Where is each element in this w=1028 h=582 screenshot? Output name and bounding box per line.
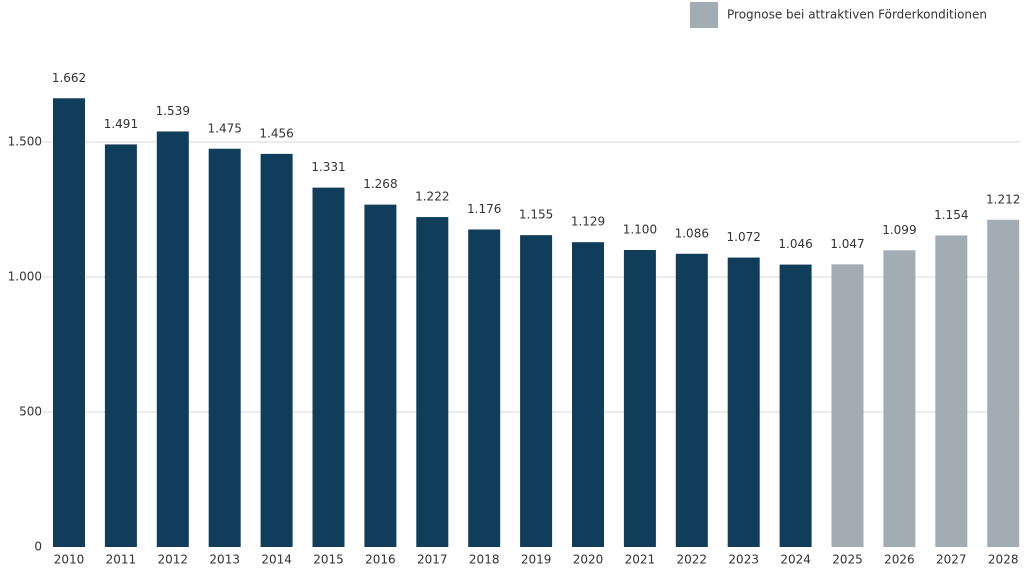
x-tick-label: 2026: [884, 553, 915, 567]
y-tick-label: 1.000: [8, 270, 42, 284]
value-label: 1.268: [363, 177, 397, 191]
value-label: 1.047: [830, 237, 864, 251]
y-tick-label: 1.500: [8, 135, 42, 149]
x-tick-label: 2022: [677, 553, 708, 567]
x-tick-label: 2016: [365, 553, 396, 567]
bar: [572, 242, 604, 548]
x-tick-label: 2018: [469, 553, 500, 567]
x-tick-label: 2021: [625, 553, 656, 567]
x-tick-label: 2028: [988, 553, 1019, 567]
x-tick-label: 2012: [158, 553, 189, 567]
y-tick-label: 0: [34, 540, 42, 554]
legend-swatch: [690, 2, 718, 28]
x-tick-label: 2025: [832, 553, 863, 567]
x-tick-label: 2024: [780, 553, 811, 567]
x-tick-label: 2014: [261, 553, 292, 567]
value-label: 1.154: [934, 208, 968, 222]
bar: [468, 229, 501, 548]
value-label: 1.212: [986, 192, 1020, 206]
bar: [260, 153, 293, 547]
value-label: 1.331: [311, 160, 345, 174]
x-tick-label: 2015: [313, 553, 344, 567]
bar: [883, 250, 916, 547]
x-tick-label: 2013: [209, 553, 240, 567]
value-label: 1.099: [882, 223, 916, 237]
bar: [935, 235, 968, 548]
value-label: 1.072: [727, 230, 761, 244]
bar: [312, 187, 345, 547]
bar: [779, 264, 812, 547]
value-label: 1.456: [259, 126, 293, 140]
x-tick-label: 2023: [728, 553, 759, 567]
bar: [623, 250, 656, 547]
value-label: 1.662: [52, 71, 86, 85]
value-label: 1.100: [623, 223, 657, 237]
bar: [675, 253, 708, 547]
x-tick-label: 2010: [54, 553, 85, 567]
x-tick-label: 2027: [936, 553, 967, 567]
value-label: 1.046: [778, 237, 812, 251]
bar: [364, 204, 397, 547]
value-label: 1.222: [415, 190, 449, 204]
bar: [104, 144, 137, 547]
bar: [831, 264, 864, 547]
bar: [53, 98, 85, 547]
value-label: 1.176: [467, 202, 501, 216]
bar: [208, 148, 241, 547]
value-label: 1.086: [675, 226, 709, 240]
x-tick-label: 2011: [106, 553, 137, 567]
bar: [416, 217, 449, 547]
value-label: 1.491: [104, 117, 138, 131]
value-label: 1.539: [156, 104, 190, 118]
y-tick-label: 500: [19, 405, 42, 419]
x-tick-label: 2019: [521, 553, 552, 567]
bar: [987, 219, 1020, 547]
legend-label: Prognose bei attraktiven Förderkondition…: [727, 8, 987, 22]
value-label: 1.129: [571, 215, 605, 229]
bar: [156, 131, 189, 547]
x-tick-label: 2017: [417, 553, 448, 567]
bar: [727, 257, 760, 547]
x-tick-label: 2020: [573, 553, 604, 567]
bar: [520, 235, 553, 547]
value-label: 1.475: [208, 121, 242, 135]
value-label: 1.155: [519, 208, 553, 222]
